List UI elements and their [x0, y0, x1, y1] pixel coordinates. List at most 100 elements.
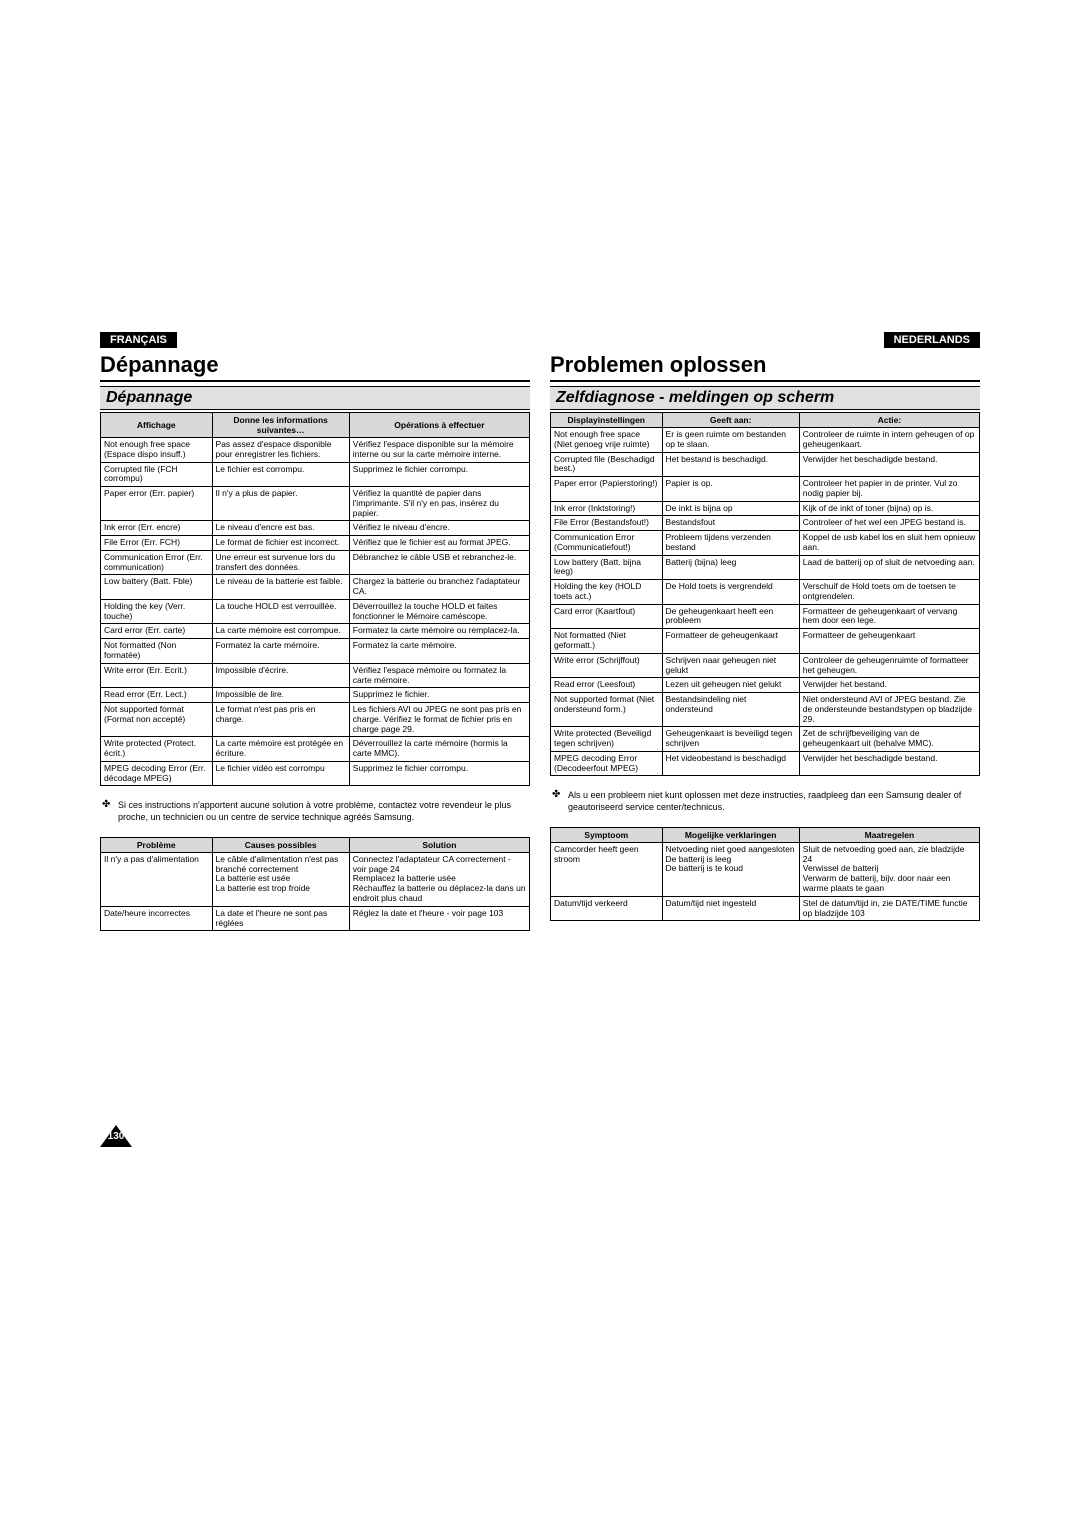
problem-table-nl: Symptoom Mogelijke verklaringen Maatrege… [550, 827, 980, 921]
table-row: Not formatted (Niet geformatt.) Formattee… [551, 629, 980, 654]
cell: Bestandsfout [662, 516, 799, 531]
table-row: Not formatted (Non formatée)Formatez la … [101, 639, 530, 664]
table-row: Low battery (Batt. bijna leeg)Batterij (… [551, 555, 980, 580]
cell: Controleer of het wel een JPEG bestand i… [799, 516, 979, 531]
cell: Formatez la carte mémoire. [349, 639, 529, 664]
table-row: Write error (Schrijffout)Schrijven naar … [551, 653, 980, 678]
cell: Impossible de lire. [212, 688, 349, 703]
cell: Corrupted file (Beschadigd best.) [551, 452, 663, 477]
cell: Het bestand is beschadigd. [662, 452, 799, 477]
cell: Déverrouillez la carte mémoire (hormis l… [349, 737, 529, 762]
cell: De geheugenkaart heeft een probleem [662, 604, 799, 629]
cell: Sluit de netvoeding goed aan, zie bladzi… [799, 842, 979, 896]
cell: Le format n'est pas pris en charge. [212, 703, 349, 737]
cell: Verschuif de Hold toets om de toetsen te… [799, 580, 979, 605]
cell: Formatteer de geheugenkaart of vervang h… [799, 604, 979, 629]
section-fr: Dépannage [100, 386, 530, 410]
table-row: Datum/tijd verkeerdDatum/tijd niet inges… [551, 896, 980, 921]
cell: Le format de fichier est incorrect. [212, 536, 349, 551]
cell: Il n'y a pas d'alimentation [101, 852, 213, 906]
cell: Controleer de ruimte in intern geheugen … [799, 428, 979, 453]
cell: File Error (Err. FCH) [101, 536, 213, 551]
table-row: Ink error (Err. encre)Le niveau d'encre … [101, 521, 530, 536]
cell: Impossible d'écrire. [212, 663, 349, 688]
note-nl: Als u een probleem niet kunt oplossen me… [550, 786, 980, 817]
cell: Formatez la carte mémoire ou remplacez-l… [349, 624, 529, 639]
table-row: Card error (Kaartfout)De geheugenkaart h… [551, 604, 980, 629]
table-row: Holding the key (HOLD toets act.)De Hold… [551, 580, 980, 605]
cell: Low battery (Batt. bijna leeg) [551, 555, 663, 580]
cell: Write error (Err. Ecrit.) [101, 663, 213, 688]
cell: La carte mémoire est protégée en écritur… [212, 737, 349, 762]
cell: Vérifiez le niveau d'encre. [349, 521, 529, 536]
cell: La date et l'heure ne sont pas réglées [212, 906, 349, 931]
cell: Not enough free space (Niet genoeg vrije… [551, 428, 663, 453]
cell: Laad de batterij op of sluit de netvoedi… [799, 555, 979, 580]
cell: Les fichiers AVI ou JPEG ne sont pas pri… [349, 703, 529, 737]
cell: Probleem tijdens verzenden bestand [662, 531, 799, 556]
cell: Kijk of de inkt of toner (bijna) op is. [799, 501, 979, 516]
cell: Write error (Schrijffout) [551, 653, 663, 678]
th: Geeft aan: [662, 413, 799, 428]
cell: Card error (Kaartfout) [551, 604, 663, 629]
cell: Write protected (Beveiligd tegen schrijv… [551, 727, 663, 752]
table-row: Read error (Err. Lect.)Impossible de lir… [101, 688, 530, 703]
lang-label-fr: FRANÇAIS [100, 332, 177, 348]
table-row: File Error (Bestandsfout!)BestandsfoutCo… [551, 516, 980, 531]
cell: Stel de datum/tijd in, zie DATE/TIME fun… [799, 896, 979, 921]
cell: La touche HOLD est verrouillée. [212, 599, 349, 624]
note-fr: Si ces instructions n'apportent aucune s… [100, 796, 530, 827]
table-row: MPEG decoding Error (Decodeerfout MPEG)H… [551, 751, 980, 776]
table-row: Not enough free space (Espace dispo insu… [101, 438, 530, 463]
cell: Write protected (Protect. écrit.) [101, 737, 213, 762]
cell: Supprimez le fichier corrompu. [349, 462, 529, 487]
cell: Vérifiez la quantité de papier dans l'im… [349, 487, 529, 521]
th: Displayinstellingen [551, 413, 663, 428]
cell: Le fichier est corrompu. [212, 462, 349, 487]
th: Symptoom [551, 827, 663, 842]
cell: Verwijder het bestand. [799, 678, 979, 693]
cell: Read error (Leesfout) [551, 678, 663, 693]
title-fr: Dépannage [100, 348, 530, 382]
cell: Chargez la batterie ou branchez l'adapta… [349, 575, 529, 600]
cell: Vérifiez l'espace mémoire ou formatez la… [349, 663, 529, 688]
cell: Une erreur est survenue lors du transfer… [212, 550, 349, 575]
cell: Vérifiez l'espace disponible sur la mémo… [349, 438, 529, 463]
cell: Supprimez le fichier. [349, 688, 529, 703]
cell: Not formatted (Non formatée) [101, 639, 213, 664]
table-row: Paper error (Err. papier)Il n'y a plus d… [101, 487, 530, 521]
cell: Verwijder het beschadigde bestand. [799, 452, 979, 477]
cell: Formatteer de geheugenkaart [799, 629, 979, 654]
cell: Lezen uit geheugen niet gelukt [662, 678, 799, 693]
cell: Low battery (Batt. Fble) [101, 575, 213, 600]
cell: De Hold toets is vergrendeld [662, 580, 799, 605]
cell: Formatez la carte mémoire. [212, 639, 349, 664]
table-row: Not supported format (Niet ondersteund f… [551, 693, 980, 727]
table-row: Corrupted file (Beschadigd best.)Het bes… [551, 452, 980, 477]
cell: Datum/tijd verkeerd [551, 896, 663, 921]
table-row: Communication Error (Err. communication)… [101, 550, 530, 575]
cell: Controleer het papier in de printer. Vul… [799, 477, 979, 502]
cell: Het videobestand is beschadigd [662, 751, 799, 776]
th: Causes possibles [212, 837, 349, 852]
cell: Read error (Err. Lect.) [101, 688, 213, 703]
cell: Not formatted (Niet geformatt.) [551, 629, 663, 654]
page-columns: FRANÇAIS Dépannage Dépannage Affichage D… [100, 330, 980, 941]
th: Donne les informations suivantes… [212, 413, 349, 438]
cell: Holding the key (HOLD toets act.) [551, 580, 663, 605]
lang-label-nl: NEDERLANDS [884, 332, 980, 348]
th: Solution [349, 837, 529, 852]
cell: Paper error (Err. papier) [101, 487, 213, 521]
cell: File Error (Bestandsfout!) [551, 516, 663, 531]
table-row: Date/heure incorrectesLa date et l'heure… [101, 906, 530, 931]
table-row: File Error (Err. FCH)Le format de fichie… [101, 536, 530, 551]
cell: Le niveau d'encre est bas. [212, 521, 349, 536]
cell: Il n'y a plus de papier. [212, 487, 349, 521]
cell: Supprimez le fichier corrompu. [349, 761, 529, 786]
cell: Ink error (Inktstoring!) [551, 501, 663, 516]
cell: Bestandsindeling niet ondersteund [662, 693, 799, 727]
th: Opérations à effectuer [349, 413, 529, 438]
cell: Pas assez d'espace disponible pour enreg… [212, 438, 349, 463]
th: Maatregelen [799, 827, 979, 842]
column-french: FRANÇAIS Dépannage Dépannage Affichage D… [100, 330, 530, 941]
